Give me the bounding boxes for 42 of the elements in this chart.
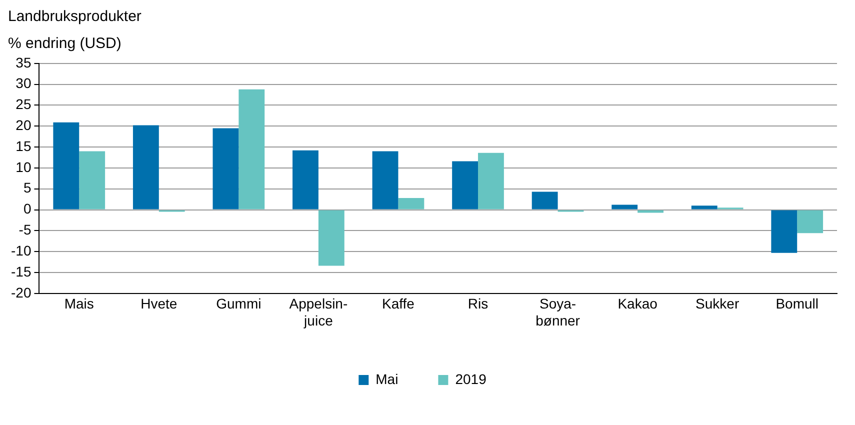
bar	[532, 192, 558, 210]
bar	[79, 151, 106, 210]
x-tick-label: Soya- bønner	[536, 296, 580, 328]
x-tick-label: Bomull	[776, 296, 819, 312]
bar	[372, 151, 398, 210]
y-tick-label: -10	[11, 242, 32, 258]
y-tick-label: 35	[16, 54, 32, 70]
legend-label: Mai	[376, 370, 398, 387]
bar	[292, 150, 318, 210]
bar	[212, 128, 239, 210]
x-tick-label: Hvete	[140, 296, 178, 312]
y-tick-label: -5	[18, 222, 32, 238]
x-tick-label: Ris	[468, 296, 488, 312]
x-tick-label: Appelsin- juice	[289, 296, 348, 328]
y-tick-label: 0	[23, 200, 32, 217]
bar	[691, 206, 718, 210]
legend-label: 2019	[455, 370, 487, 387]
y-tick-label: 30	[16, 75, 32, 92]
bar	[478, 152, 504, 210]
chart-title: Landbruksprodukter	[8, 8, 142, 25]
y-tick-label: 25	[16, 96, 32, 112]
y-tick-label: 10	[16, 158, 32, 175]
bar	[132, 125, 159, 210]
y-tick-label: -15	[11, 263, 32, 280]
y-tick-label: 20	[16, 116, 32, 133]
bar	[797, 210, 824, 234]
bar	[238, 89, 265, 210]
y-tick-label: 15	[16, 138, 32, 154]
y-tick-label: 5	[23, 180, 32, 196]
bar	[318, 210, 344, 266]
bar	[53, 122, 80, 210]
x-tick-label: Sukker	[696, 296, 740, 312]
x-tick-label: Kakao	[618, 296, 658, 312]
x-tick-label: Mais	[64, 296, 94, 312]
y-axis-title: % endring (USD)	[8, 35, 122, 52]
bar	[612, 204, 638, 210]
bar	[398, 198, 424, 210]
bar	[771, 210, 798, 253]
x-tick-label: Kaffe	[382, 296, 415, 312]
bar	[452, 161, 478, 210]
y-tick-label: -20	[11, 284, 32, 300]
x-tick-label: Gummi	[216, 296, 262, 312]
